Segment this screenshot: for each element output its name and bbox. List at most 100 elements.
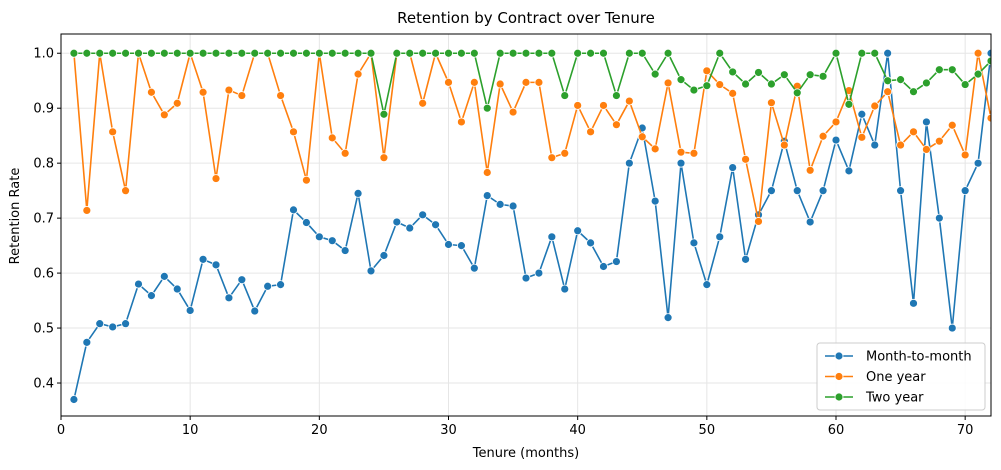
data-point-month-to-month [857, 109, 867, 119]
data-point-two-year [947, 65, 957, 75]
data-point-two-year [521, 48, 531, 58]
data-point-month-to-month [612, 257, 621, 266]
data-point-two-year [857, 48, 867, 58]
data-point-month-to-month [224, 293, 234, 303]
legend-marker-two-year [834, 392, 844, 402]
data-point-one-year [676, 147, 686, 157]
data-point-two-year [172, 48, 182, 58]
data-point-two-year [676, 75, 686, 85]
data-point-one-year [121, 186, 130, 196]
data-point-one-year [831, 117, 841, 127]
legend-box [816, 342, 986, 411]
data-point-one-year [870, 101, 880, 111]
data-point-one-year [159, 110, 169, 120]
x-tick-label: 50 [699, 423, 716, 438]
data-point-two-year [250, 48, 260, 58]
data-point-month-to-month [340, 246, 350, 255]
data-point-month-to-month [922, 117, 931, 127]
data-point-month-to-month [69, 395, 79, 404]
data-point-month-to-month [250, 306, 260, 316]
x-tick-label: 0 [57, 423, 65, 438]
data-point-month-to-month [702, 280, 712, 290]
data-point-one-year [379, 153, 389, 163]
data-point-month-to-month [211, 260, 221, 270]
data-point-month-to-month [495, 199, 505, 209]
data-point-two-year [792, 88, 802, 98]
data-point-month-to-month [547, 232, 557, 242]
data-point-month-to-month [767, 186, 776, 196]
data-point-month-to-month [134, 279, 143, 289]
data-point-two-year [353, 48, 363, 58]
data-point-two-year [405, 48, 415, 58]
data-point-two-year [418, 48, 428, 58]
data-point-month-to-month [870, 140, 880, 150]
data-point-one-year [973, 48, 983, 58]
data-point-one-year [805, 165, 815, 175]
data-point-two-year [534, 48, 544, 58]
data-point-two-year [327, 48, 337, 58]
data-point-month-to-month [366, 266, 376, 276]
data-point-two-year [237, 48, 247, 58]
data-point-one-year [612, 120, 621, 130]
data-point-two-year [392, 48, 402, 58]
data-point-month-to-month [741, 254, 750, 264]
data-point-two-year [909, 87, 918, 97]
data-point-month-to-month [960, 186, 970, 196]
data-point-month-to-month [289, 205, 298, 215]
data-point-one-year [779, 140, 789, 150]
data-point-two-year [689, 85, 699, 95]
data-point-two-year [263, 48, 273, 58]
data-point-two-year [108, 48, 118, 58]
chart-title: Retention by Contract over Tenure [397, 9, 655, 27]
data-point-one-year [767, 98, 776, 108]
data-point-month-to-month [508, 201, 518, 211]
data-point-month-to-month [715, 232, 725, 242]
data-point-one-year [82, 206, 92, 215]
data-point-month-to-month [302, 218, 311, 227]
legend-label-month-to-month: Month-to-month [866, 350, 972, 365]
data-point-one-year [715, 80, 725, 89]
data-point-two-year [134, 48, 143, 58]
x-tick-label: 40 [569, 423, 586, 438]
data-point-two-year [818, 71, 828, 81]
x-tick-label: 30 [440, 423, 457, 438]
data-point-two-year [702, 81, 712, 91]
data-point-month-to-month [805, 217, 815, 227]
x-tick-label: 70 [957, 423, 974, 438]
data-point-month-to-month [792, 186, 802, 196]
plot-frame [60, 33, 992, 417]
data-point-month-to-month [198, 254, 208, 264]
data-point-month-to-month [534, 268, 544, 278]
data-point-two-year [831, 48, 841, 58]
data-point-two-year [586, 48, 595, 58]
x-tick-label: 20 [311, 423, 328, 438]
data-point-month-to-month [586, 238, 595, 248]
data-point-one-year [947, 120, 957, 130]
data-point-two-year [844, 99, 854, 109]
y-tick-label: 0.6 [33, 267, 54, 282]
data-point-two-year [211, 48, 221, 58]
data-point-month-to-month [121, 319, 130, 329]
data-point-month-to-month [663, 313, 673, 323]
series-two-year [69, 48, 991, 119]
tick-layer: 0 10 20 30 40 50 60 70 0.4 0.5 0.6 0.7 0.8 0.9 1.0 [33, 47, 973, 438]
data-point-one-year [702, 66, 712, 76]
series-line-one-year [73, 52, 991, 223]
data-point-one-year [147, 87, 156, 97]
data-point-month-to-month [431, 220, 440, 230]
data-point-month-to-month [599, 262, 608, 271]
data-point-two-year [82, 48, 92, 58]
data-point-month-to-month [560, 284, 570, 294]
data-point-one-year [302, 175, 311, 185]
data-point-month-to-month [237, 275, 247, 285]
data-point-month-to-month [573, 226, 583, 236]
data-point-two-year [573, 48, 583, 58]
x-tick-label: 60 [828, 423, 845, 438]
data-point-one-year [457, 117, 466, 127]
data-point-one-year [637, 132, 647, 142]
data-point-month-to-month [844, 166, 854, 176]
data-point-month-to-month [82, 337, 92, 347]
data-point-two-year [159, 48, 169, 58]
data-point-one-year [599, 101, 608, 110]
data-point-two-year [547, 48, 557, 58]
